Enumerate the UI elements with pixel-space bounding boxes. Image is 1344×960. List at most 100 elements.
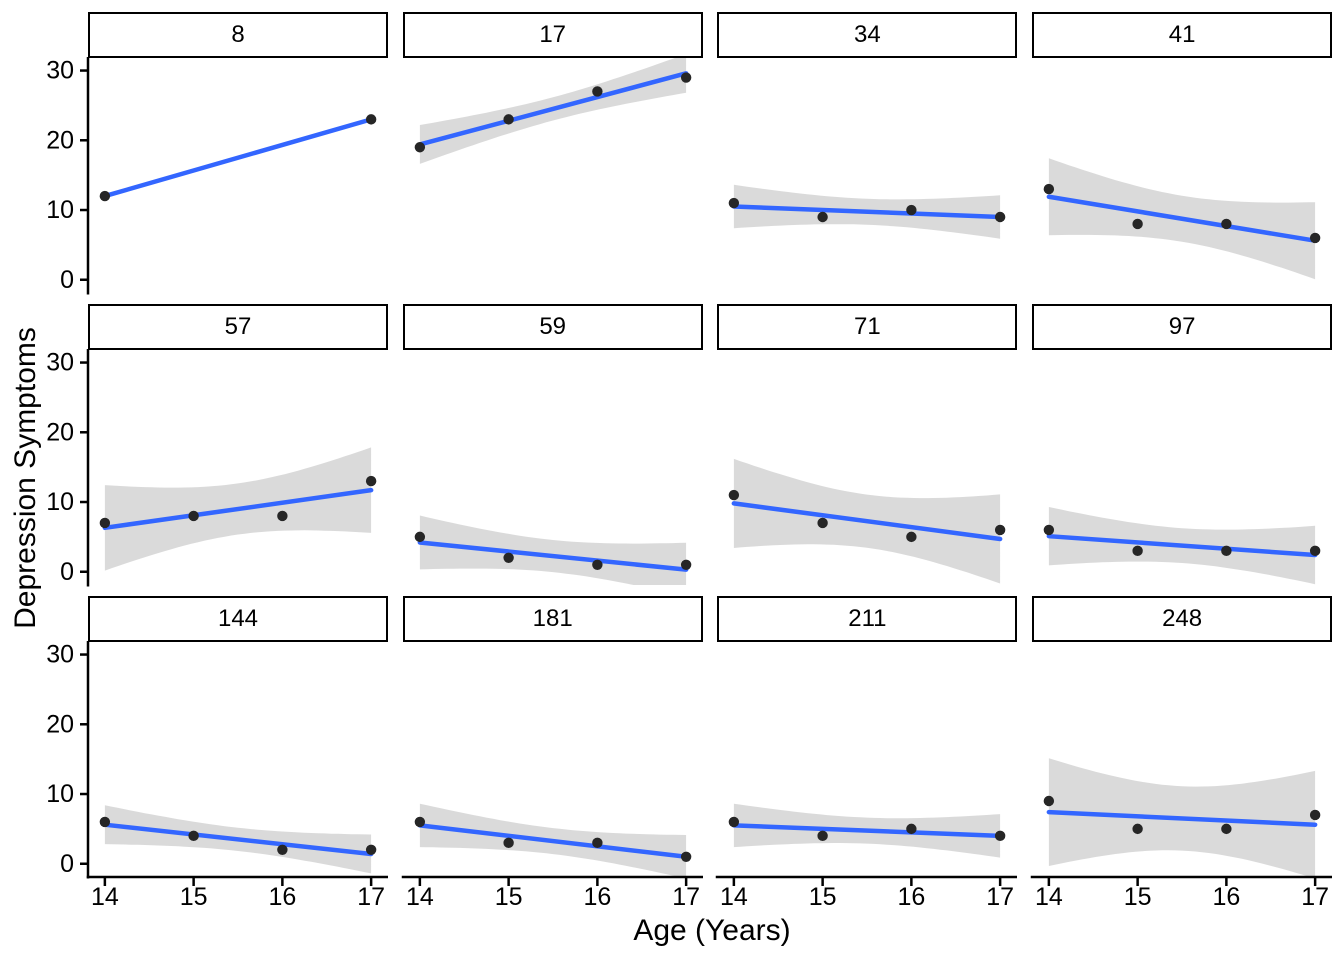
data-point xyxy=(188,510,199,522)
facet-strip-label: 181 xyxy=(532,605,573,632)
trend-line xyxy=(102,822,374,857)
data-point xyxy=(365,844,377,856)
facet-plot-area: 14 15 16 17 xyxy=(401,803,703,911)
data-point xyxy=(503,552,514,564)
facet-panel-248: 248 14 15 16 17 xyxy=(1030,596,1333,911)
facet-strip: 97 xyxy=(1032,304,1333,350)
facet-panel-8: 8 0 10 20 30 xyxy=(46,12,388,295)
data-point xyxy=(906,204,917,216)
x-tick-label: 17 xyxy=(672,883,700,911)
data-point xyxy=(1310,232,1321,244)
data-point xyxy=(99,190,111,202)
facet-strip: 17 xyxy=(402,12,703,58)
facet-strip: 8 xyxy=(88,12,388,58)
data-point xyxy=(365,114,377,125)
facet-plot-area xyxy=(1043,507,1321,585)
facet-strip: 144 xyxy=(88,596,388,642)
data-point xyxy=(680,559,692,570)
data-point xyxy=(995,524,1006,536)
x-tick-label: 16 xyxy=(583,883,611,911)
x-tick-label: 17 xyxy=(987,883,1015,911)
y-tick-label: 10 xyxy=(46,780,74,808)
trend-line xyxy=(1046,194,1318,243)
trend-line xyxy=(732,823,1003,839)
facet-panel-97: 97 xyxy=(1032,304,1333,585)
y-tick-label: 10 xyxy=(46,488,74,516)
data-point xyxy=(680,72,692,83)
facet-panel-144: 144 0 10 20 30 14 15 16 17 xyxy=(46,596,388,911)
x-tick-label: 15 xyxy=(1124,883,1152,911)
x-tick-label: 15 xyxy=(180,883,208,911)
x-tick-label: 14 xyxy=(406,883,434,911)
facet-strip-label: 41 xyxy=(1168,21,1196,48)
facet-strip-label: 97 xyxy=(1168,313,1196,340)
facet-panel-17: 17 xyxy=(402,12,703,293)
data-point xyxy=(729,197,740,209)
data-point xyxy=(906,531,917,543)
x-axis-title: Age (Years) xyxy=(633,914,791,947)
data-point xyxy=(1310,545,1321,557)
data-point xyxy=(414,142,425,153)
facet-panel-59: 59 xyxy=(402,304,703,585)
data-point xyxy=(1132,823,1143,835)
facet-strip: 57 xyxy=(88,304,388,350)
trend-line xyxy=(1046,809,1318,827)
trend-line xyxy=(102,487,374,531)
trend-line xyxy=(417,823,689,860)
facet-panel-71: 71 xyxy=(717,304,1018,585)
facet-plot-area: 0 10 20 30 xyxy=(46,57,377,295)
facet-plot-area xyxy=(414,515,692,585)
data-point xyxy=(414,816,425,828)
y-tick-label: 30 xyxy=(46,57,74,85)
y-tick-label: 0 xyxy=(60,266,74,294)
trend-line xyxy=(732,501,1003,542)
data-point xyxy=(365,475,377,487)
confidence-ribbon xyxy=(419,515,686,585)
y-axis-title: Depression Symptoms xyxy=(9,327,42,629)
facet-strip: 211 xyxy=(717,596,1018,642)
data-point xyxy=(995,830,1006,842)
y-tick-label: 0 xyxy=(60,558,74,586)
data-point xyxy=(1221,218,1232,230)
data-point xyxy=(729,816,740,828)
data-point xyxy=(591,559,603,570)
facet-panel-211: 211 14 15 16 17 xyxy=(716,596,1018,911)
facet-strip-label: 34 xyxy=(854,21,881,48)
data-point xyxy=(1043,524,1055,536)
facet-strip-label: 57 xyxy=(224,313,252,340)
data-point xyxy=(1310,809,1321,821)
x-tick-label: 14 xyxy=(91,883,119,911)
facet-panel-57: 57 0 10 20 30 xyxy=(46,304,388,587)
facet-plot-area: 14 15 16 17 xyxy=(1030,758,1333,911)
trend-line xyxy=(732,204,1003,220)
trend-line xyxy=(1046,533,1318,558)
facet-plot-area xyxy=(729,184,1006,239)
data-point xyxy=(99,816,111,828)
facet-plot-area xyxy=(729,458,1006,584)
data-point xyxy=(277,510,288,522)
facet-strip: 34 xyxy=(717,12,1018,58)
data-point xyxy=(817,211,829,223)
facet-strip: 41 xyxy=(1032,12,1333,58)
facet-plot-area: 0 10 20 30 14 15 16 17 xyxy=(46,641,388,911)
data-point xyxy=(680,851,692,862)
facet-strip-label: 144 xyxy=(217,605,259,632)
facet-strip: 71 xyxy=(717,304,1018,350)
trend-line xyxy=(417,71,689,147)
data-point xyxy=(1132,545,1143,557)
facet-panel-41: 41 xyxy=(1032,12,1333,293)
x-tick-label: 14 xyxy=(720,883,748,911)
x-tick-label: 14 xyxy=(1035,883,1063,911)
data-point xyxy=(1043,795,1055,807)
facet-strip-label: 17 xyxy=(539,21,567,48)
facet-plot-area: 0 10 20 30 xyxy=(46,349,377,587)
facet-strip: 248 xyxy=(1032,596,1333,642)
y-tick-label: 20 xyxy=(46,710,74,738)
y-tick-label: 20 xyxy=(46,418,74,446)
trend-line xyxy=(417,540,689,572)
x-tick-label: 17 xyxy=(357,883,385,911)
facet-panel-34: 34 xyxy=(717,12,1018,293)
x-tick-label: 16 xyxy=(268,883,296,911)
y-tick-label: 30 xyxy=(46,641,74,669)
